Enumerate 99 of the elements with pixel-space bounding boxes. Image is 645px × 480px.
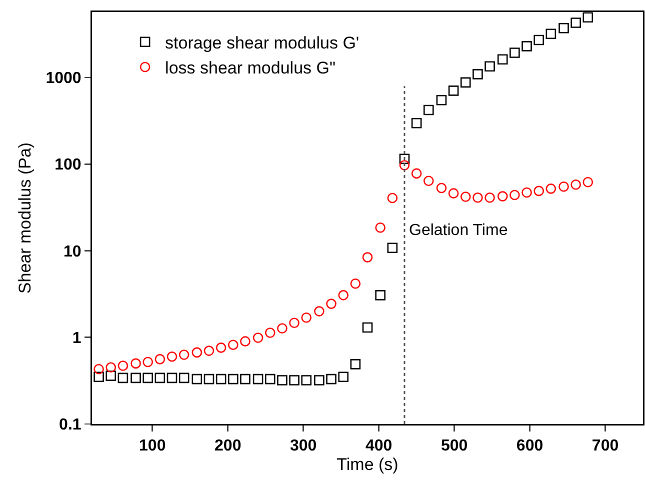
- point: [252, 332, 264, 343]
- y-tick-label: 1: [72, 330, 82, 347]
- point: [204, 374, 214, 384]
- x-tick-label: 600: [516, 438, 544, 455]
- point: [399, 160, 410, 170]
- point: [314, 306, 324, 316]
- point: [204, 346, 214, 356]
- point: [178, 372, 190, 384]
- point: [460, 77, 471, 88]
- point: [484, 61, 495, 72]
- point: [216, 374, 226, 384]
- x-tick-label: 500: [440, 438, 468, 455]
- point: [472, 69, 483, 80]
- point: [94, 372, 104, 382]
- point: [534, 34, 544, 46]
- point: [472, 192, 483, 203]
- point: [484, 192, 495, 203]
- point: [130, 358, 141, 369]
- point: [166, 351, 178, 362]
- point: [130, 372, 141, 384]
- point: [142, 372, 153, 384]
- point: [582, 176, 594, 188]
- point: [558, 181, 569, 192]
- x-axis-title: Time (s): [336, 454, 398, 474]
- point: [178, 350, 190, 360]
- point: [460, 192, 471, 202]
- y-tick-label: 10: [64, 243, 82, 260]
- point: [228, 374, 238, 384]
- point: [570, 18, 581, 28]
- point: [228, 340, 238, 350]
- point: [436, 94, 447, 106]
- point: [570, 179, 581, 190]
- y-tick-label: 0.1: [59, 416, 82, 434]
- point: [546, 28, 556, 40]
- legend-label: loss shear modulus G": [165, 58, 336, 78]
- legend-label: storage shear modulus G': [165, 34, 360, 53]
- point: [497, 191, 508, 202]
- point: [350, 359, 361, 370]
- point: [582, 12, 594, 23]
- y-axis-title: Shear modulus (Pa): [16, 142, 35, 294]
- point: [423, 176, 434, 186]
- point: [522, 187, 532, 198]
- point: [314, 375, 324, 386]
- point: [301, 375, 312, 386]
- point: [154, 372, 166, 384]
- ref-line-label: Gelation Time: [409, 222, 508, 239]
- point: [326, 298, 336, 309]
- point: [240, 374, 250, 384]
- point: [216, 342, 226, 353]
- point: [338, 290, 348, 300]
- point: [387, 242, 398, 253]
- point: [338, 372, 348, 382]
- point: [277, 375, 288, 386]
- point: [522, 41, 532, 52]
- point: [301, 312, 312, 323]
- point: [436, 182, 447, 194]
- point: [411, 168, 422, 179]
- point: [558, 22, 569, 34]
- point: [510, 48, 520, 58]
- point: [497, 54, 508, 65]
- x-tick-label: 700: [592, 438, 619, 455]
- point: [118, 360, 128, 371]
- point: [289, 318, 300, 328]
- point: [375, 222, 386, 233]
- point: [375, 290, 386, 300]
- point: [94, 364, 104, 374]
- point: [423, 104, 434, 116]
- x-tick-label: 400: [365, 438, 392, 455]
- point: [350, 278, 361, 289]
- point: [240, 336, 250, 346]
- point: [362, 322, 373, 333]
- x-tick-label: 200: [214, 438, 242, 455]
- point: [264, 374, 276, 384]
- point: [166, 372, 178, 384]
- point: [118, 372, 128, 384]
- point: [546, 184, 556, 194]
- point: [192, 347, 202, 358]
- point: [411, 118, 422, 128]
- y-tick-label: 100: [54, 156, 82, 174]
- point: [448, 86, 459, 96]
- point: [192, 374, 202, 384]
- point: [326, 374, 336, 384]
- point: [289, 375, 300, 386]
- point: [510, 190, 520, 200]
- x-tick-label: 300: [290, 438, 317, 455]
- point: [252, 374, 264, 384]
- x-tick-label: 100: [139, 438, 166, 455]
- point: [387, 192, 398, 204]
- point: [154, 354, 166, 364]
- point: [534, 186, 544, 196]
- point: [362, 252, 373, 262]
- point: [106, 362, 116, 373]
- point: [277, 323, 288, 334]
- y-tick-label: 1000: [46, 70, 82, 88]
- point: [142, 356, 153, 368]
- point: [399, 154, 410, 164]
- point: [448, 188, 459, 198]
- point: [264, 328, 276, 338]
- point: [106, 370, 116, 381]
